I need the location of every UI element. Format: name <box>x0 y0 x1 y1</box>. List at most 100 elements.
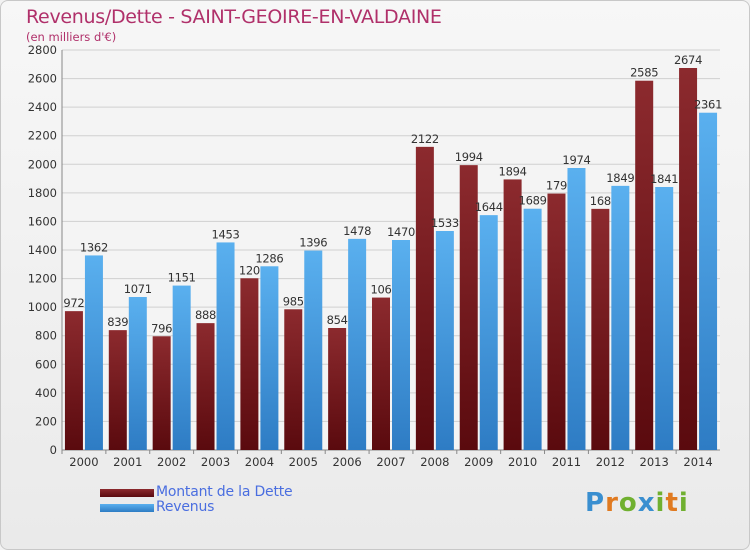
data-label-dette-2003: 888 <box>195 308 216 322</box>
data-label-revenus-2006: 1478 <box>343 224 371 238</box>
data-label-revenus-2012: 1849 <box>606 171 634 185</box>
y-tick-label-400: 400 <box>35 386 57 400</box>
data-label-revenus-2007: 1470 <box>387 225 415 239</box>
data-label-dette-2007: 106 <box>370 283 391 297</box>
data-label-revenus-2008: 1533 <box>431 216 459 230</box>
bar-dette-2008 <box>415 146 434 450</box>
data-label-dette-2000: 972 <box>63 296 84 310</box>
data-label-dette-2012: 168 <box>590 194 611 208</box>
data-label-dette-2004: 120 <box>239 263 260 277</box>
legend-label-revenus: Revenus <box>156 499 215 515</box>
data-label-revenus-2009: 1644 <box>475 200 503 214</box>
legend-swatch-dette <box>100 489 154 497</box>
y-tick-label-600: 600 <box>35 357 57 371</box>
chart-subtitle: (en milliers d'€) <box>26 30 117 44</box>
data-label-revenus-2014: 2361 <box>694 98 722 112</box>
y-tick-label-2600: 2600 <box>28 72 57 86</box>
bar-revenus-2012 <box>611 185 630 450</box>
bar-dette-2009 <box>459 165 478 450</box>
bar-dette-2001 <box>108 330 127 450</box>
bar-revenus-2002 <box>172 285 191 450</box>
bar-revenus-2011 <box>567 168 586 450</box>
data-label-revenus-2011: 1974 <box>562 153 590 167</box>
x-tick-label-2003: 2003 <box>201 455 230 469</box>
data-label-dette-2006: 854 <box>327 313 348 327</box>
x-tick-label-2013: 2013 <box>640 455 669 469</box>
bar-revenus-2003 <box>216 242 235 450</box>
x-tick-label-2006: 2006 <box>332 455 361 469</box>
data-label-dette-2001: 839 <box>107 315 128 329</box>
x-tick-label-2010: 2010 <box>508 455 537 469</box>
data-label-revenus-2001: 1071 <box>124 282 152 296</box>
data-label-revenus-2003: 1453 <box>211 227 239 241</box>
y-tick-label-200: 200 <box>35 414 57 428</box>
bar-revenus-2004 <box>260 266 279 450</box>
x-tick-label-2000: 2000 <box>69 455 98 469</box>
bar-dette-2011 <box>547 193 566 451</box>
bar-dette-2002 <box>152 336 171 450</box>
x-tick-label-2009: 2009 <box>464 455 493 469</box>
x-tick-label-2011: 2011 <box>552 455 581 469</box>
data-label-dette-2011: 179 <box>546 179 567 193</box>
bar-revenus-2014 <box>699 112 718 450</box>
data-label-dette-2013: 2585 <box>630 66 658 80</box>
y-tick-label-2400: 2400 <box>28 100 57 114</box>
bar-dette-2006 <box>328 328 347 450</box>
y-tick-label-800: 800 <box>35 329 57 343</box>
bar-dette-2010 <box>503 179 522 450</box>
bar-revenus-2000 <box>84 255 103 450</box>
bar-dette-2007 <box>372 297 390 450</box>
data-label-dette-2014: 2674 <box>674 53 702 67</box>
bar-revenus-2013 <box>655 187 674 450</box>
data-label-revenus-2002: 1151 <box>168 271 196 285</box>
bar-revenus-2005 <box>304 250 323 450</box>
bars <box>64 68 718 451</box>
data-label-dette-2005: 985 <box>283 294 304 308</box>
x-tick-label-2002: 2002 <box>157 455 186 469</box>
x-tick-label-2001: 2001 <box>113 455 142 469</box>
legend-label-dette: Montant de la Dette <box>156 484 293 500</box>
data-label-revenus-2000: 1362 <box>80 240 108 254</box>
data-label-revenus-2004: 1286 <box>255 251 283 265</box>
axes: 0 200 400 600 800 1000 1200 1400 1600 1800 2000 220… <box>28 43 720 469</box>
bar-dette-2013 <box>635 80 654 450</box>
data-label-dette-2010: 1894 <box>499 164 527 178</box>
bar-revenus-2010 <box>523 208 542 450</box>
bar-dette-2003 <box>196 323 215 450</box>
y-tick-label-1200: 1200 <box>28 272 57 286</box>
bar-dette-2012 <box>591 208 610 450</box>
data-label-dette-2002: 796 <box>151 321 172 335</box>
x-tick-label-2004: 2004 <box>245 455 274 469</box>
x-tick-label-2005: 2005 <box>289 455 318 469</box>
y-tick-label-2800: 2800 <box>28 43 57 57</box>
bar-revenus-2006 <box>348 238 367 450</box>
bar-revenus-2009 <box>479 215 498 450</box>
y-tick-label-2200: 2200 <box>28 129 57 143</box>
bar-dette-2004 <box>240 278 259 450</box>
data-label-dette-2008: 2122 <box>411 132 439 146</box>
y-tick-label-0: 0 <box>50 443 57 457</box>
bar-revenus-2001 <box>128 297 147 450</box>
bar-revenus-2007 <box>392 240 410 450</box>
proxiti-logo: Proxiti <box>585 488 689 518</box>
chart-title: Revenus/Dette - SAINT-GEOIRE-EN-VALDAINE <box>26 6 442 28</box>
bar-dette-2000 <box>64 311 83 450</box>
y-tick-label-2000: 2000 <box>28 157 57 171</box>
bar-revenus-2008 <box>435 231 454 450</box>
y-tick-label-1400: 1400 <box>28 243 57 257</box>
legend-swatch-revenus <box>100 504 154 512</box>
y-tick-label-1600: 1600 <box>28 214 57 228</box>
bar-dette-2005 <box>284 309 303 450</box>
grid-lines <box>62 49 720 451</box>
y-tick-label-1800: 1800 <box>28 186 57 200</box>
x-tick-label-2007: 2007 <box>376 455 405 469</box>
data-label-revenus-2005: 1396 <box>299 236 327 250</box>
bar-dette-2014 <box>679 68 698 450</box>
x-tick-label-2012: 2012 <box>596 455 625 469</box>
data-label-revenus-2010: 1689 <box>519 194 547 208</box>
x-tick-label-2008: 2008 <box>420 455 449 469</box>
x-tick-label-2014: 2014 <box>683 455 712 469</box>
data-label-dette-2009: 1994 <box>455 150 483 164</box>
